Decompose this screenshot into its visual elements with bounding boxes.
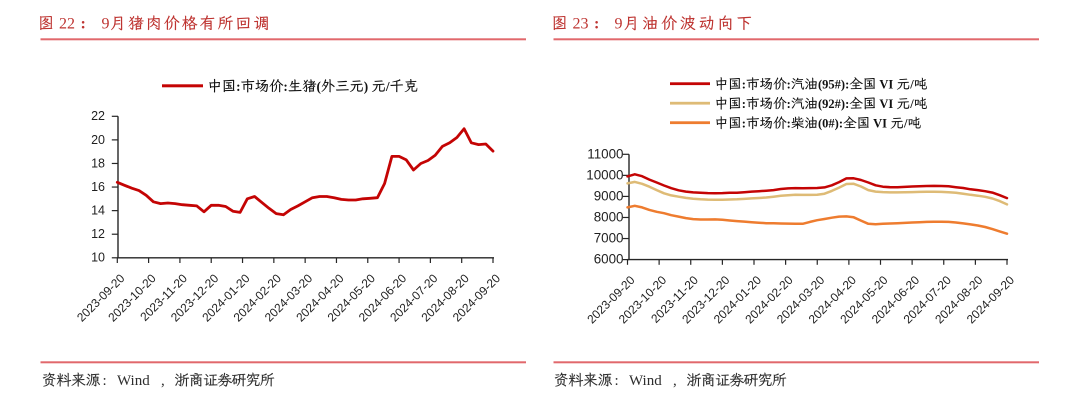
svg-text:10000: 10000: [586, 168, 623, 183]
svg-text:(92#): (92#): [818, 97, 845, 111]
svg-text:9: 9: [615, 16, 623, 33]
svg-text:12: 12: [91, 227, 105, 241]
svg-text:/: /: [903, 117, 908, 131]
svg-text:6000: 6000: [594, 252, 624, 267]
svg-text::: :: [742, 117, 746, 131]
svg-text:,: ,: [161, 373, 165, 389]
svg-text::: :: [742, 78, 746, 92]
svg-text::: :: [594, 16, 599, 33]
svg-text:(95#): (95#): [818, 78, 845, 92]
svg-text::: :: [283, 79, 287, 94]
svg-text:23: 23: [573, 16, 589, 33]
svg-text::: :: [787, 78, 791, 92]
svg-text:Wind: Wind: [117, 373, 150, 389]
svg-text:(: (: [316, 79, 320, 94]
svg-text:Wind: Wind: [629, 373, 662, 389]
svg-text::: :: [81, 16, 86, 33]
svg-text::: :: [787, 117, 791, 131]
svg-text:10: 10: [91, 251, 105, 265]
svg-text:/: /: [909, 78, 914, 92]
svg-text:VI: VI: [876, 78, 896, 92]
svg-text:VI: VI: [870, 117, 890, 131]
svg-text::: :: [839, 117, 843, 131]
svg-text::: :: [742, 97, 746, 111]
svg-text:): ): [364, 79, 372, 94]
svg-text:8000: 8000: [594, 210, 624, 225]
svg-text:9000: 9000: [594, 189, 624, 204]
svg-text::: :: [103, 373, 107, 389]
svg-text:/: /: [909, 97, 914, 111]
svg-text::: :: [787, 97, 791, 111]
svg-text:(0#): (0#): [818, 117, 839, 131]
svg-text:14: 14: [91, 204, 105, 218]
svg-text:7000: 7000: [594, 231, 624, 246]
svg-text:/: /: [385, 79, 390, 94]
svg-text:18: 18: [91, 156, 105, 170]
svg-text::: :: [236, 79, 240, 94]
svg-text:,: ,: [673, 373, 677, 389]
svg-text::: :: [615, 373, 619, 389]
svg-text::: :: [845, 97, 849, 111]
svg-text:16: 16: [91, 180, 105, 194]
svg-text:22: 22: [91, 109, 105, 123]
svg-text:20: 20: [91, 133, 105, 147]
svg-text:22: 22: [59, 16, 75, 33]
svg-text::: :: [845, 78, 849, 92]
svg-text:VI: VI: [876, 97, 896, 111]
svg-text:11000: 11000: [587, 146, 623, 161]
svg-text:9: 9: [102, 16, 110, 33]
